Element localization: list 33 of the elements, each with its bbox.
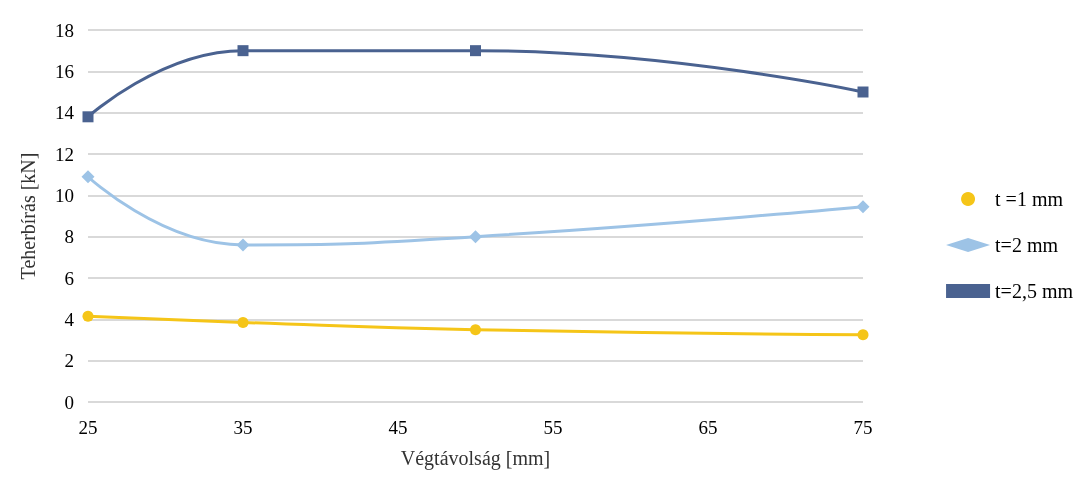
legend-label: t=2 mm <box>995 234 1059 256</box>
x-tick-label: 55 <box>543 417 563 438</box>
x-tick-label: 45 <box>388 417 408 438</box>
x-tick-label: 75 <box>853 417 873 438</box>
point <box>82 111 94 123</box>
point <box>237 45 249 57</box>
point <box>470 45 481 57</box>
point <box>857 329 869 341</box>
y-tick-label: 10 <box>55 184 74 206</box>
y-tick-label: 2 <box>64 350 74 372</box>
point <box>856 200 870 214</box>
y-tick-label: 14 <box>55 102 75 124</box>
point <box>237 316 249 328</box>
x-tick-label: 25 <box>78 417 98 438</box>
point <box>82 310 94 322</box>
point <box>469 230 482 244</box>
y-tick-label: 8 <box>64 226 74 248</box>
y-tick-label: 0 <box>64 391 74 413</box>
x-axis-title: Végtávolság [mm] <box>400 447 551 470</box>
x-tick-label: 35 <box>233 417 253 438</box>
y-tick-label: 12 <box>55 143 74 165</box>
y-tick-label: 16 <box>55 60 74 82</box>
legend-label: t =1 mm <box>995 188 1064 210</box>
point <box>857 86 869 98</box>
point <box>81 170 95 184</box>
y-axis-title: Teherbírás [kN] <box>17 152 39 280</box>
y-tick-label: 4 <box>64 308 75 330</box>
legend-label: t=2,5 mm <box>995 280 1074 302</box>
y-tick-label: 18 <box>55 19 74 41</box>
x-tick-label: 65 <box>698 417 718 438</box>
point <box>470 324 481 336</box>
point <box>236 238 250 252</box>
y-tick-label: 6 <box>64 267 74 289</box>
